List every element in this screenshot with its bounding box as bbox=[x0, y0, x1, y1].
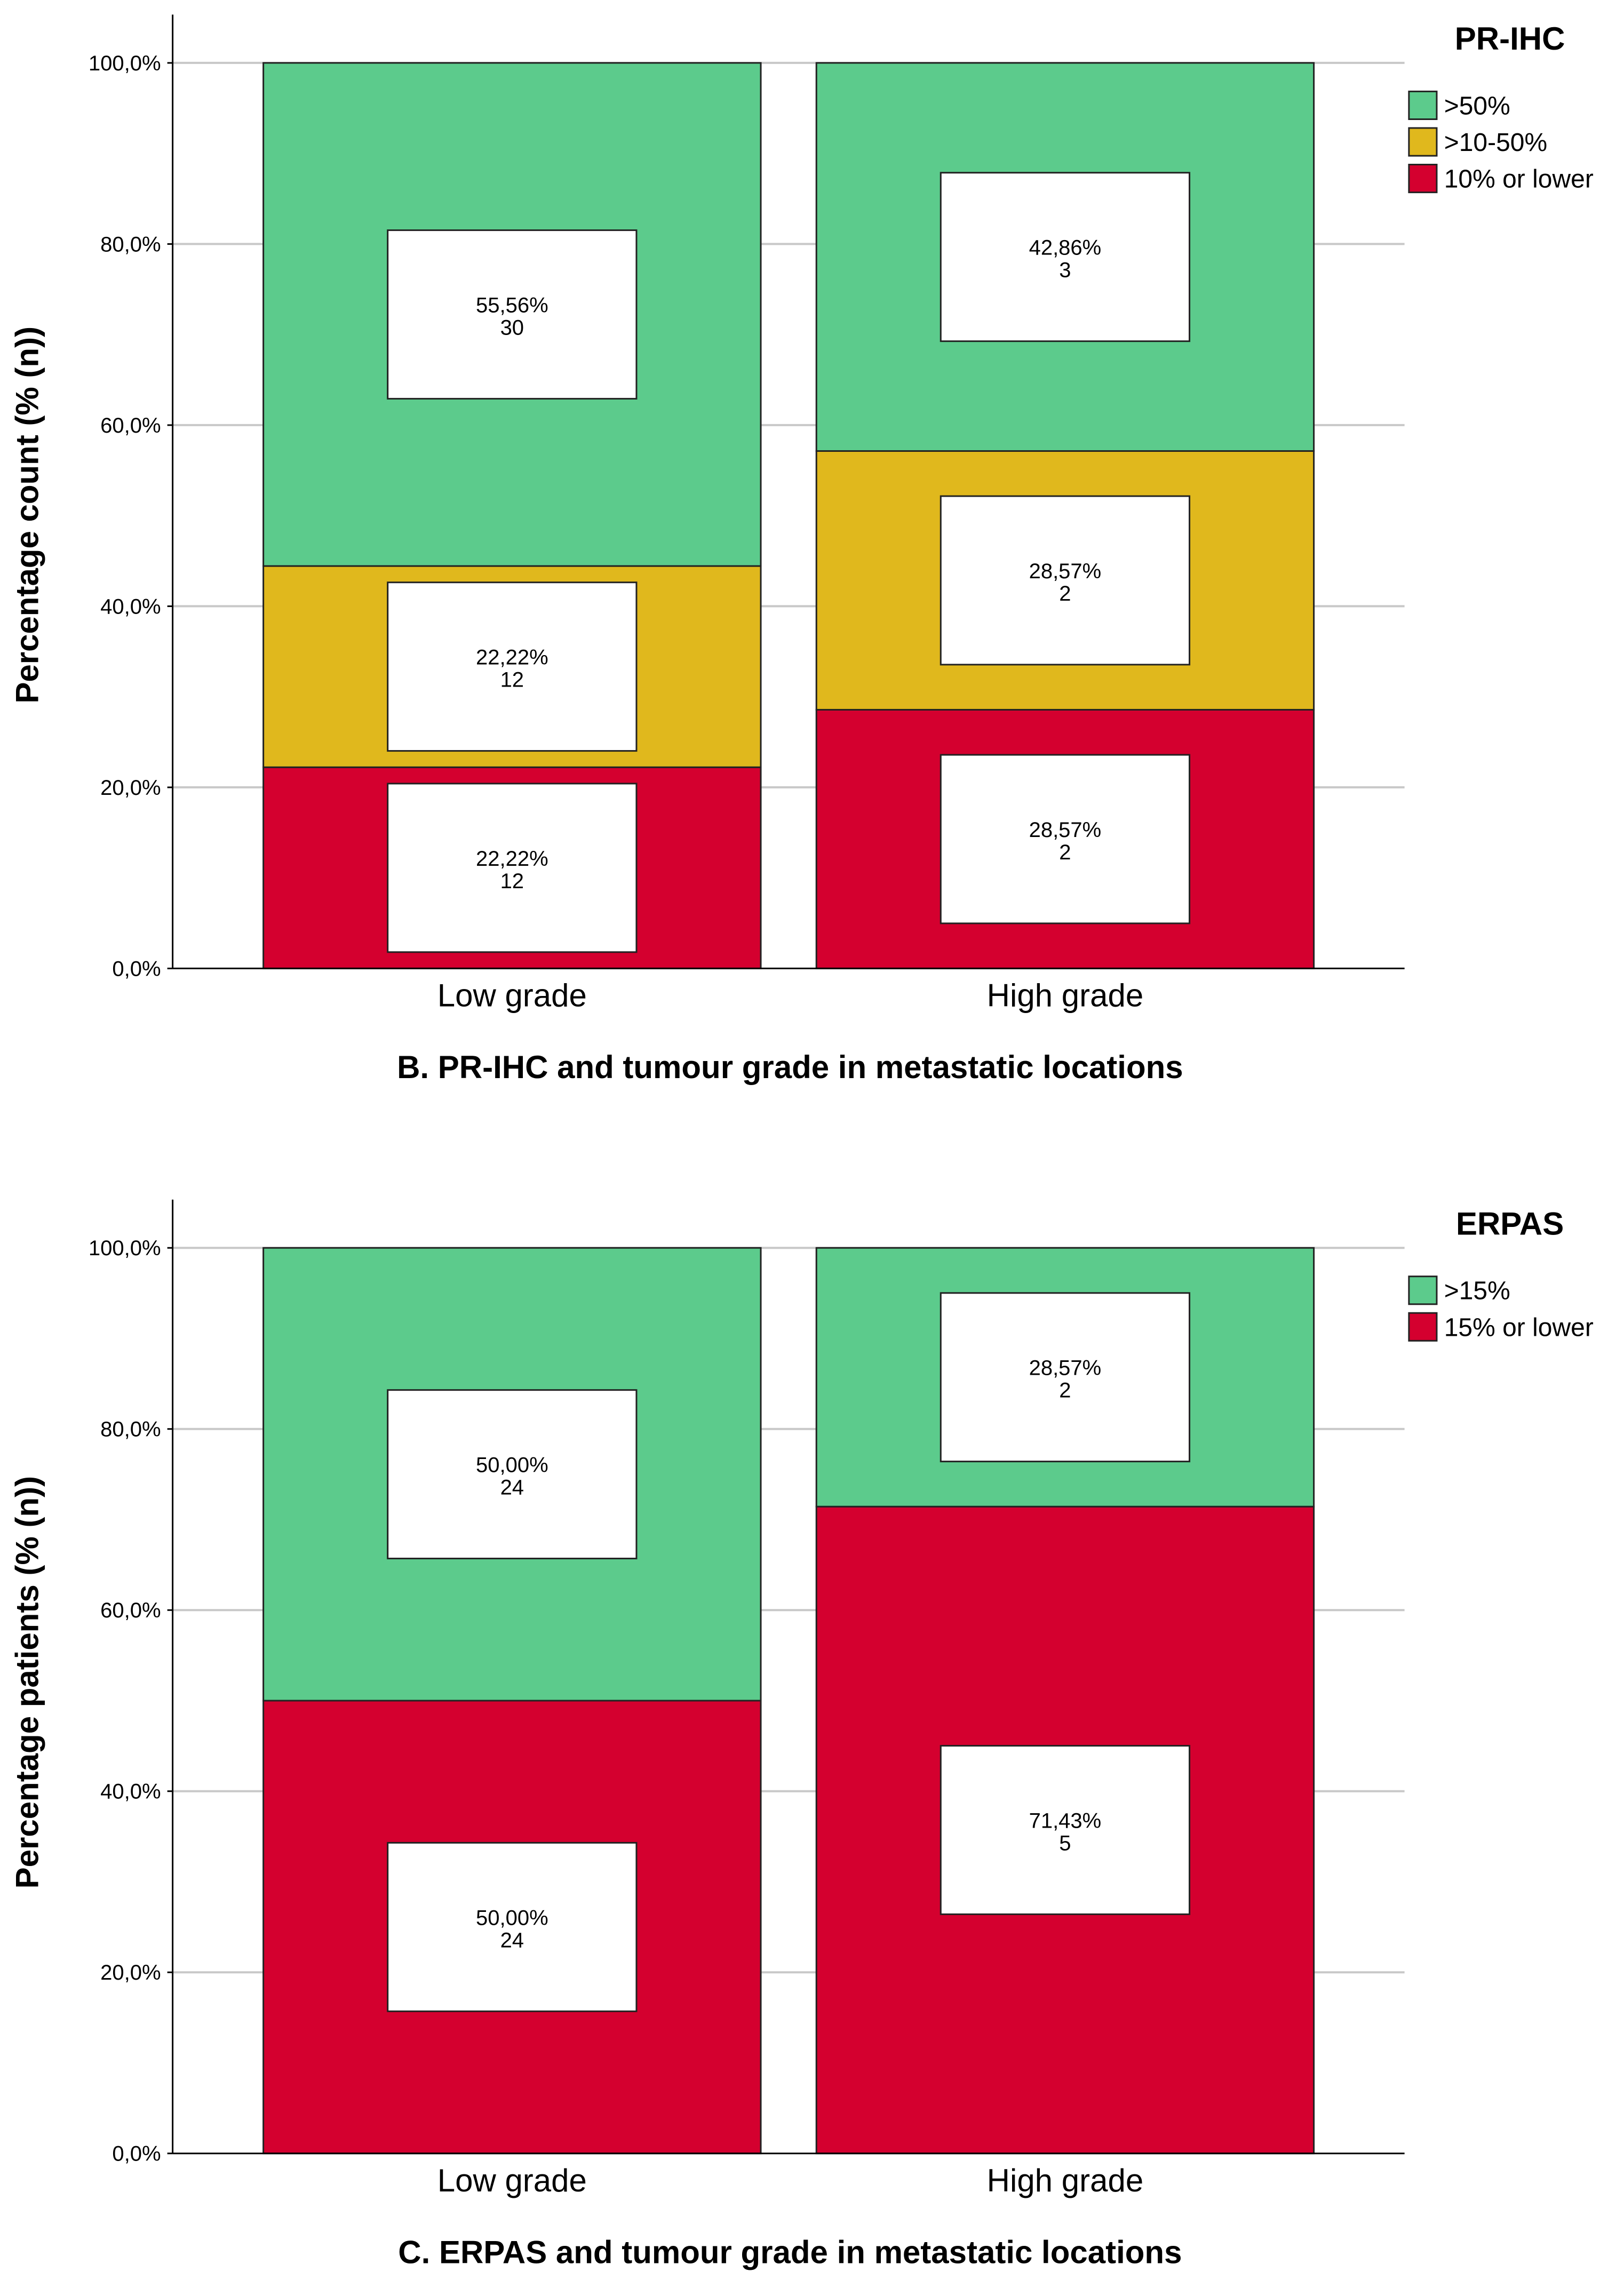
y-tick-label: 40,0% bbox=[100, 1780, 161, 1804]
data-label-percent: 22,22% bbox=[476, 847, 548, 871]
x-category-label: High grade bbox=[987, 978, 1144, 1014]
data-label-percent: 55,56% bbox=[476, 293, 548, 317]
data-label-box bbox=[940, 172, 1191, 342]
chart-caption: B. PR-IHC and tumour grade in metastatic… bbox=[397, 1049, 1183, 1085]
legend-swatch bbox=[1408, 1275, 1438, 1305]
y-tick-label: 20,0% bbox=[100, 1961, 161, 1984]
y-tick-label: 0,0% bbox=[112, 957, 161, 980]
data-label-percent: 50,00% bbox=[476, 1906, 548, 1930]
data-label-count: 24 bbox=[500, 1928, 524, 1952]
data-label-percent: 22,22% bbox=[476, 646, 548, 669]
data-label-count: 3 bbox=[1059, 259, 1071, 282]
x-category-label: High grade bbox=[987, 2163, 1144, 2198]
data-label-box bbox=[387, 581, 638, 752]
legend-label: 10% or lower bbox=[1444, 165, 1594, 194]
data-label-box bbox=[940, 754, 1191, 924]
chart-panel-b: 0,0%20,0%40,0%60,0%80,0%100,0%22,22%1222… bbox=[9, 14, 1594, 1085]
legend-swatch bbox=[1408, 1312, 1438, 1342]
data-label-percent: 28,57% bbox=[1029, 560, 1102, 583]
data-label-box bbox=[387, 1389, 638, 1560]
y-tick-label: 60,0% bbox=[100, 1599, 161, 1622]
data-label-box bbox=[387, 229, 638, 400]
y-tick-label: 0,0% bbox=[112, 2142, 161, 2166]
legend-swatch bbox=[1408, 164, 1438, 194]
data-label-percent: 28,57% bbox=[1029, 1357, 1102, 1380]
data-label-percent: 50,00% bbox=[476, 1454, 548, 1477]
y-axis-title: Percentage count (% (n)) bbox=[9, 326, 45, 704]
data-label-count: 30 bbox=[500, 316, 524, 339]
y-tick-label: 100,0% bbox=[89, 52, 161, 75]
legend-label: >50% bbox=[1444, 92, 1510, 120]
data-label-count: 5 bbox=[1059, 1831, 1071, 1855]
data-label-count: 12 bbox=[500, 870, 524, 893]
data-label-count: 2 bbox=[1059, 1379, 1071, 1402]
data-label-count: 2 bbox=[1059, 841, 1071, 864]
data-label-box bbox=[940, 1292, 1191, 1463]
y-axis-title: Percentage patients (% (n)) bbox=[9, 1476, 45, 1888]
x-category-label: Low grade bbox=[437, 2163, 587, 2198]
y-tick-label: 80,0% bbox=[100, 1418, 161, 1441]
y-tick-label: 20,0% bbox=[100, 776, 161, 800]
legend-title: PR-IHC bbox=[1455, 21, 1565, 57]
y-tick-label: 100,0% bbox=[89, 1237, 161, 1260]
y-tick-label: 60,0% bbox=[100, 414, 161, 437]
data-label-box bbox=[940, 1745, 1191, 1915]
legend-title: ERPAS bbox=[1456, 1206, 1564, 1242]
chart-panel-c: 0,0%20,0%40,0%60,0%80,0%100,0%50,00%2450… bbox=[9, 1199, 1594, 2270]
data-label-count: 12 bbox=[500, 668, 524, 692]
legend-swatch bbox=[1408, 90, 1438, 121]
legend-label: >15% bbox=[1444, 1277, 1510, 1305]
legend-label: 15% or lower bbox=[1444, 1313, 1594, 1342]
data-label-box bbox=[387, 1841, 638, 2012]
data-label-percent: 28,57% bbox=[1029, 818, 1102, 842]
data-label-box bbox=[387, 783, 638, 953]
data-label-count: 24 bbox=[500, 1476, 524, 1500]
chart-caption: C. ERPAS and tumour grade in metastatic … bbox=[398, 2234, 1182, 2270]
legend-swatch bbox=[1408, 127, 1438, 157]
data-label-percent: 42,86% bbox=[1029, 236, 1102, 260]
data-label-count: 2 bbox=[1059, 582, 1071, 605]
y-tick-label: 80,0% bbox=[100, 233, 161, 256]
legend-label: >10-50% bbox=[1444, 129, 1547, 157]
x-category-label: Low grade bbox=[437, 978, 587, 1014]
y-tick-label: 40,0% bbox=[100, 595, 161, 618]
data-label-percent: 71,43% bbox=[1029, 1809, 1102, 1832]
data-label-box bbox=[940, 495, 1191, 666]
